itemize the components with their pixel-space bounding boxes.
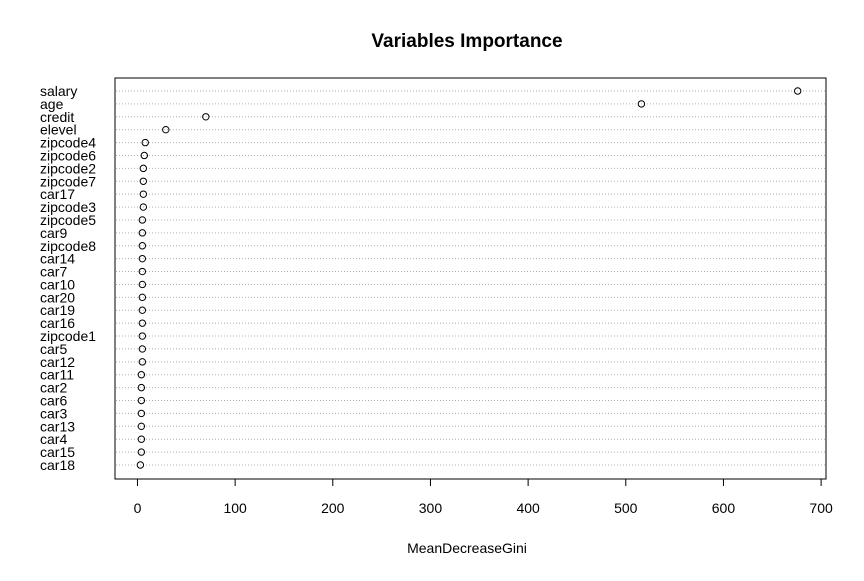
- data-point: [137, 409, 146, 418]
- x-axis-label: MeanDecreaseGini: [407, 540, 527, 556]
- category-label: car7: [40, 264, 67, 280]
- data-point: [637, 100, 646, 108]
- category-label: car6: [40, 393, 67, 409]
- category-label: car16: [40, 315, 75, 331]
- category-label: car5: [40, 341, 67, 357]
- data-point: [138, 280, 147, 289]
- x-tick-label: 400: [516, 500, 540, 516]
- data-points: [136, 87, 802, 469]
- category-label: car10: [40, 276, 75, 292]
- x-tick-label: 100: [223, 500, 247, 516]
- data-point: [138, 332, 147, 340]
- grid-lines: [116, 90, 825, 466]
- category-label: zipcode7: [40, 173, 96, 189]
- category-label: car17: [40, 186, 75, 202]
- plot-frame: [114, 77, 827, 480]
- category-label: zipcode4: [40, 135, 96, 151]
- category-label: credit: [40, 109, 74, 125]
- category-label: elevel: [40, 122, 77, 138]
- category-label: car3: [40, 405, 67, 421]
- data-point: [138, 306, 147, 314]
- category-label: car19: [40, 302, 75, 318]
- data-point: [139, 203, 148, 211]
- data-point: [138, 319, 147, 327]
- data-point: [138, 242, 147, 250]
- category-label: car11: [40, 367, 74, 383]
- data-point: [137, 422, 146, 431]
- category-labels: salaryagecreditelevelzipcode4zipcode6zip…: [40, 83, 96, 473]
- category-label: car13: [40, 418, 75, 434]
- data-point: [793, 87, 802, 95]
- data-point: [139, 177, 148, 185]
- x-tick-label: 600: [712, 500, 736, 516]
- category-label: zipcode6: [40, 147, 96, 163]
- data-point: [202, 113, 210, 121]
- data-point: [137, 371, 146, 379]
- data-point: [138, 254, 147, 263]
- data-point: [162, 125, 170, 134]
- data-point: [138, 358, 147, 366]
- data-point: [137, 448, 146, 456]
- chart-title: Variables Importance: [371, 31, 562, 52]
- category-label: zipcode8: [40, 238, 96, 254]
- data-point: [138, 229, 147, 237]
- category-label: car2: [40, 380, 67, 396]
- data-point: [138, 345, 147, 353]
- category-label: zipcode1: [40, 328, 96, 344]
- x-tick-label: 700: [809, 500, 833, 516]
- category-label: car12: [40, 354, 75, 370]
- category-label: zipcode2: [40, 160, 96, 176]
- category-label: zipcode3: [40, 199, 96, 215]
- category-label: car18: [40, 457, 75, 473]
- x-axis: 0 100 200 300 400 500 600 700: [134, 478, 833, 516]
- category-label: age: [40, 96, 64, 112]
- data-point: [137, 383, 146, 392]
- data-point: [138, 267, 147, 276]
- x-tick-label: 0: [134, 500, 142, 516]
- category-label: salary: [40, 83, 77, 99]
- data-point: [140, 151, 148, 160]
- category-label: car15: [40, 444, 75, 460]
- x-tick-label: 200: [321, 500, 345, 516]
- category-label: zipcode5: [40, 212, 96, 228]
- data-point: [141, 138, 149, 147]
- category-label: car20: [40, 289, 75, 305]
- category-label: car14: [40, 251, 75, 267]
- data-point: [138, 216, 147, 224]
- category-label: car9: [40, 225, 67, 241]
- x-tick-label: 500: [614, 500, 638, 516]
- data-point: [139, 164, 148, 173]
- category-label: car4: [40, 431, 67, 447]
- data-point: [137, 435, 146, 443]
- data-point: [139, 190, 148, 198]
- data-point: [136, 461, 145, 469]
- data-point: [138, 293, 147, 302]
- x-tick-label: 300: [419, 500, 443, 516]
- data-point: [137, 396, 146, 405]
